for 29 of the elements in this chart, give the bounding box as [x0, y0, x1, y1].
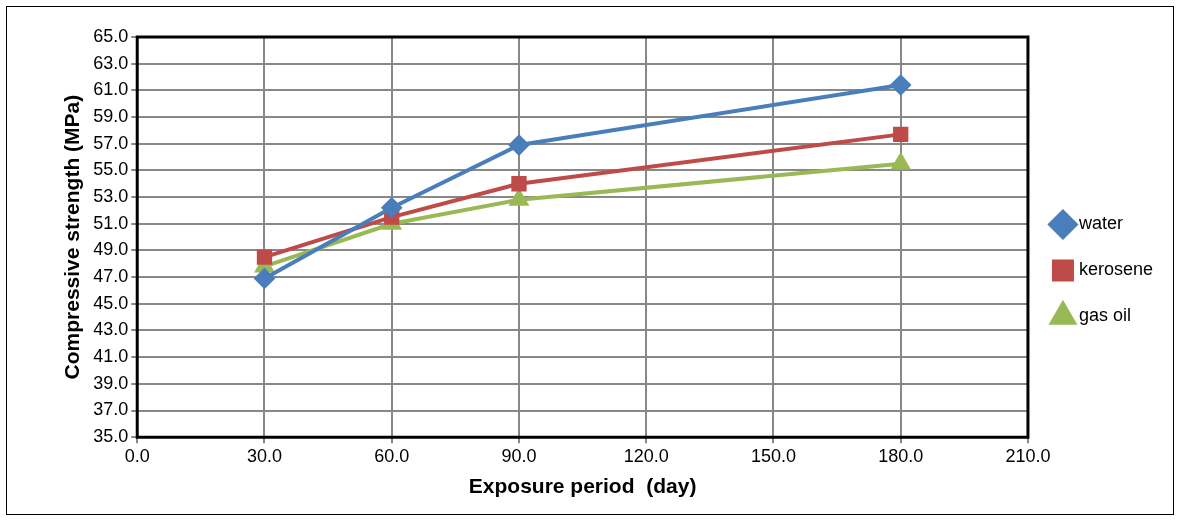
y-tick-label: 37.0 [93, 399, 129, 420]
x-axis-title: Exposure period (day) [468, 474, 697, 498]
x-tick-label: 210.0 [1005, 445, 1051, 466]
x-tick-label: 30.0 [246, 445, 282, 466]
legend-label: gas oil [1078, 305, 1131, 326]
y-tick-label: 39.0 [93, 372, 129, 393]
y-tick-label: 45.0 [93, 292, 129, 313]
y-tick-label: 49.0 [93, 239, 129, 260]
x-tick-label: 60.0 [374, 445, 410, 466]
y-tick-label: 61.0 [93, 79, 129, 100]
y-tick-label: 35.0 [93, 426, 129, 447]
y-tick-label: 57.0 [93, 132, 129, 153]
x-tick-label: 0.0 [124, 445, 150, 466]
y-tick-label: 47.0 [93, 266, 129, 287]
x-tick-label: 120.0 [623, 445, 669, 466]
y-tick-label: 43.0 [93, 319, 129, 340]
legend-label: water [1077, 213, 1123, 234]
x-tick-label: 180.0 [878, 445, 924, 466]
y-tick-label: 65.0 [93, 25, 129, 46]
legend-label: kerosene [1078, 259, 1154, 280]
y-axis-title: Compressive strength (MPa) [60, 94, 84, 380]
y-tick-label: 51.0 [93, 212, 129, 233]
y-tick-label: 41.0 [93, 346, 129, 367]
y-tick-label: 63.0 [93, 52, 129, 73]
x-tick-label: 150.0 [750, 445, 796, 466]
y-tick-label: 59.0 [93, 106, 129, 127]
y-tick-label: 55.0 [93, 159, 129, 180]
x-tick-label: 90.0 [501, 445, 537, 466]
y-tick-label: 53.0 [93, 186, 129, 207]
